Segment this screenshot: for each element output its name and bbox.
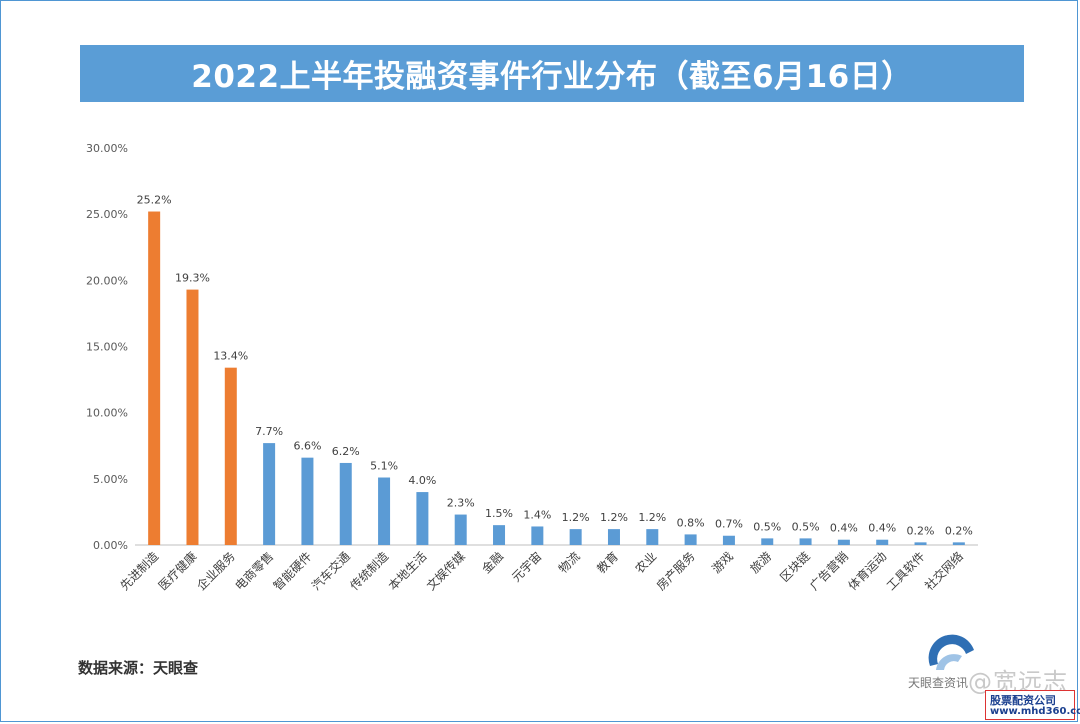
y-tick-label: 20.00% xyxy=(86,274,128,287)
data-source: 数据来源：天眼查 xyxy=(78,659,199,677)
data-label: 13.4% xyxy=(213,350,248,363)
x-tick-label: 传统制造 xyxy=(347,549,392,594)
data-label: 0.2% xyxy=(907,524,935,537)
bar xyxy=(607,529,620,545)
x-tick-label: 社交网络 xyxy=(921,549,966,594)
title-banner: 2022上半年投融资事件行业分布（截至6月16日） xyxy=(80,45,1024,102)
x-tick-label: 企业服务 xyxy=(193,549,238,594)
bar xyxy=(952,542,965,545)
bar xyxy=(876,539,889,545)
bar xyxy=(186,289,199,545)
x-tick-label: 工具软件 xyxy=(884,549,928,593)
data-label: 0.5% xyxy=(753,520,781,533)
x-tick-label: 房产服务 xyxy=(653,549,698,594)
bar xyxy=(761,538,774,545)
data-label: 1.4% xyxy=(523,508,551,521)
data-label: 5.1% xyxy=(370,460,398,473)
x-tick-label: 本地生活 xyxy=(386,549,430,593)
watermark-box: 股票配资公司 www.mhd360.com xyxy=(985,690,1080,720)
x-tick-label: 农业 xyxy=(633,549,660,576)
x-tick-label: 教育 xyxy=(594,549,622,577)
data-label: 25.2% xyxy=(137,194,172,207)
bar xyxy=(914,542,927,545)
bar xyxy=(301,457,314,545)
chart-title: 2022上半年投融资事件行业分布（截至6月16日） xyxy=(191,59,913,95)
x-tick-label: 旅游 xyxy=(747,549,774,576)
x-tick-label: 区块链 xyxy=(777,549,813,585)
bar xyxy=(722,535,735,545)
watermark-logo-icon xyxy=(928,634,974,670)
data-label: 1.5% xyxy=(485,507,513,520)
bar xyxy=(646,529,659,545)
y-tick-label: 10.00% xyxy=(86,407,128,420)
bar xyxy=(493,525,506,545)
data-label: 0.7% xyxy=(715,518,743,531)
bar xyxy=(454,514,467,545)
watermark-small-text: 天眼查资讯 xyxy=(908,676,969,690)
y-tick-label: 5.00% xyxy=(93,473,128,486)
x-tick-label: 体育运动 xyxy=(845,549,890,594)
x-tick-label: 汽车交通 xyxy=(308,549,353,594)
bar xyxy=(531,526,544,545)
bar xyxy=(148,211,161,545)
data-label: 0.5% xyxy=(792,520,820,533)
bar xyxy=(799,538,812,545)
bar xyxy=(339,462,352,545)
x-tick-label: 智能硬件 xyxy=(270,549,315,594)
x-tick-label: 电商零售 xyxy=(232,549,277,594)
x-tick-label: 文娱传媒 xyxy=(423,549,468,594)
y-tick-label: 15.00% xyxy=(86,341,128,354)
x-tick-label: 先进制造 xyxy=(117,549,161,593)
data-label: 7.7% xyxy=(255,425,283,438)
bar xyxy=(416,492,429,545)
data-label: 1.2% xyxy=(600,511,628,524)
watermark-box-url: www.mhd360.com xyxy=(990,706,1080,717)
data-label: 2.3% xyxy=(447,497,475,510)
data-label: 4.0% xyxy=(408,474,436,487)
x-tick-label: 广告营销 xyxy=(807,549,851,593)
y-tick-label: 0.00% xyxy=(93,539,128,552)
y-tick-label: 30.00% xyxy=(86,142,128,155)
bar xyxy=(684,534,697,545)
y-tick-label: 25.00% xyxy=(86,208,128,221)
data-label: 1.2% xyxy=(562,511,590,524)
data-label: 0.2% xyxy=(945,524,973,537)
bar xyxy=(224,367,237,545)
bar xyxy=(569,529,582,545)
x-tick-label: 金融 xyxy=(479,549,507,577)
data-label: 6.2% xyxy=(332,445,360,458)
x-tick-label: 元宇宙 xyxy=(508,549,544,585)
data-label: 0.4% xyxy=(830,522,858,535)
x-tick-label: 医疗健康 xyxy=(155,549,200,594)
data-label: 6.6% xyxy=(293,440,321,453)
data-label: 1.2% xyxy=(638,511,666,524)
bar xyxy=(378,477,391,545)
x-tick-label: 物流 xyxy=(556,549,583,576)
bar xyxy=(837,539,850,545)
data-label: 19.3% xyxy=(175,272,210,285)
data-label: 0.4% xyxy=(868,522,896,535)
x-tick-label: 游戏 xyxy=(709,549,736,576)
bar xyxy=(263,443,276,545)
watermark-box-cn: 股票配资公司 xyxy=(990,694,1056,707)
data-label: 0.8% xyxy=(677,516,705,529)
